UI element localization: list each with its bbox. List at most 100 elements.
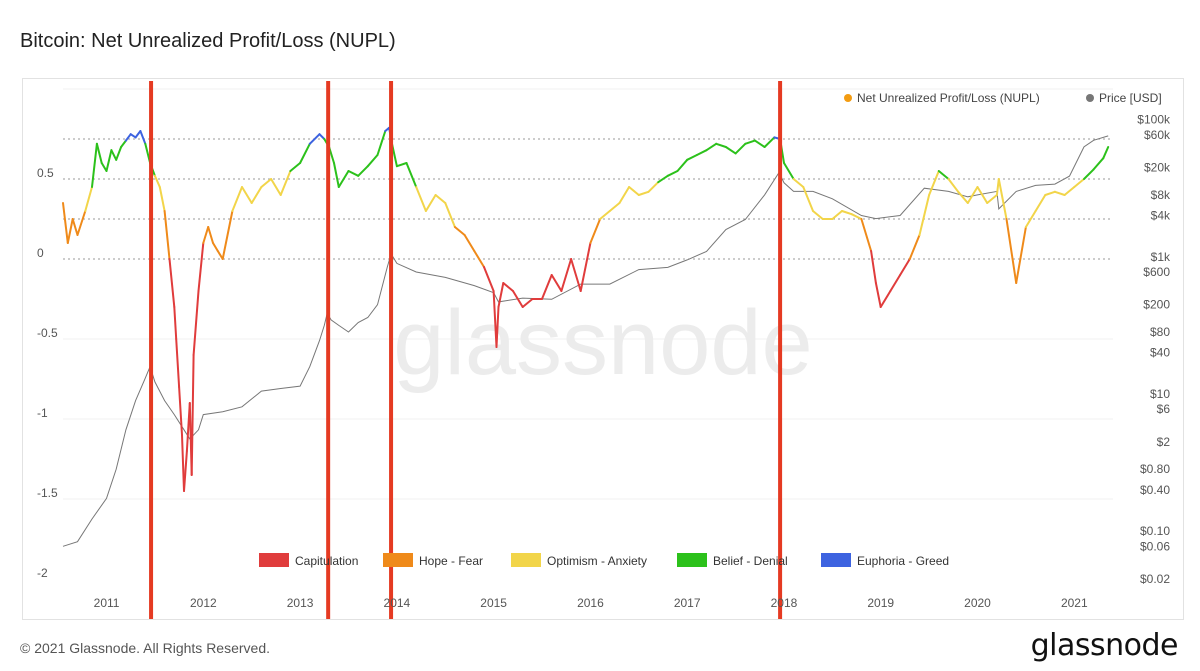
- vertical-markers: [149, 81, 783, 619]
- nupl-segment: [163, 210, 171, 260]
- nupl-segment: [168, 258, 176, 308]
- nupl-segment: [695, 149, 708, 156]
- zone-legend: Capitulation Hope - Fear Optimism - Anxiet…: [259, 553, 949, 568]
- x-tick-label: 2014: [384, 596, 411, 610]
- nupl-segment: [860, 218, 873, 252]
- x-tick-label: 2021: [1061, 596, 1088, 610]
- nupl-segment: [216, 250, 224, 260]
- nupl-segment: [279, 170, 292, 196]
- nupl-segment: [153, 174, 161, 188]
- nupl-segment: [874, 282, 882, 308]
- nupl-segment: [202, 226, 210, 244]
- nupl-segment: [802, 186, 814, 212]
- chart-panel: glassnode 2011 2012 2013 2014 2015 2016 2017 20…: [22, 78, 1184, 620]
- y-right-tick-label: $100k: [1137, 113, 1171, 127]
- y-right-tick-label: $20k: [1144, 161, 1171, 175]
- nupl-segment: [918, 194, 931, 236]
- nupl-segment: [841, 210, 853, 216]
- x-tick-label: 2015: [480, 596, 507, 610]
- nupl-segment: [512, 290, 524, 308]
- nupl-series: [62, 126, 1110, 492]
- nupl-segment: [134, 130, 142, 139]
- nupl-segment: [405, 162, 418, 188]
- y-right-tick-label: $2: [1157, 435, 1171, 449]
- nupl-segment: [66, 218, 74, 244]
- y-right-tick-label: $60k: [1144, 128, 1171, 142]
- nupl-segment: [357, 165, 369, 177]
- nupl-segment: [1024, 210, 1037, 228]
- nupl-segment: [986, 194, 998, 204]
- x-tick-label: 2011: [94, 596, 120, 610]
- watermark: glassnode: [393, 292, 812, 394]
- nupl-segment: [724, 146, 737, 155]
- y-left-tick-label: 0: [37, 246, 44, 260]
- nupl-segment: [333, 162, 340, 188]
- nupl-segment: [976, 186, 989, 204]
- nupl-segment: [997, 178, 1008, 220]
- nupl-segment: [753, 139, 766, 148]
- nupl-segment: [966, 186, 979, 204]
- nupl-segment: [812, 210, 824, 220]
- nupl-segment: [579, 242, 592, 292]
- nupl-segment: [957, 190, 969, 204]
- nupl-segment: [183, 450, 188, 492]
- nupl-segment: [783, 162, 795, 180]
- nupl-segment: [158, 186, 166, 212]
- y-right-tick-label: $40: [1150, 346, 1170, 360]
- zone-legend-swatch: [259, 553, 289, 567]
- nupl-segment: [637, 190, 650, 196]
- nupl-segment: [1102, 146, 1110, 160]
- nupl-segment: [560, 258, 573, 292]
- nupl-segment: [937, 170, 950, 180]
- nupl-segment: [550, 274, 563, 292]
- nupl-segment: [299, 142, 311, 164]
- nupl-segment: [850, 213, 863, 220]
- nupl-segment: [1005, 218, 1018, 284]
- nupl-segment: [337, 170, 350, 188]
- zone-legend-swatch: [677, 553, 707, 567]
- x-tick-label: 2017: [674, 596, 701, 610]
- y-right-tick-label: $10: [1150, 387, 1170, 401]
- nupl-segment: [831, 210, 843, 220]
- y-right-tick-label: $200: [1143, 298, 1170, 312]
- nupl-segment: [181, 434, 185, 492]
- nupl-segment: [899, 258, 911, 276]
- page-title: Bitcoin: Net Unrealized Profit/Loss (NUP…: [20, 30, 396, 52]
- nupl-segment: [95, 142, 103, 164]
- nupl-segment: [657, 174, 669, 184]
- y-right-tick-label: $8k: [1151, 188, 1171, 202]
- nupl-segment: [589, 218, 602, 244]
- nupl-segment: [76, 210, 87, 236]
- nupl-segment: [71, 218, 79, 236]
- nupl-segment: [1053, 190, 1066, 196]
- nupl-segment: [647, 181, 660, 193]
- legend-dot: [844, 94, 852, 102]
- nupl-segment: [599, 210, 611, 220]
- nupl-segment: [705, 142, 718, 152]
- nupl-segment: [241, 186, 253, 204]
- legend-label: Net Unrealized Profit/Loss (NUPL): [857, 91, 1040, 105]
- nupl-segment: [483, 266, 495, 292]
- nupl-segment: [666, 170, 679, 177]
- nupl-segment: [792, 178, 805, 188]
- y-right-tick-label: $1k: [1151, 250, 1171, 264]
- y-right-tick-label: $4k: [1151, 209, 1171, 223]
- x-tick-label: 2020: [964, 596, 991, 610]
- nupl-segment: [570, 258, 582, 292]
- nupl-segment: [250, 186, 263, 204]
- y-left-tick-label: -2: [37, 566, 48, 580]
- nupl-segment: [1063, 186, 1076, 196]
- y-right-tick-label: $0.80: [1140, 462, 1170, 476]
- zone-legend-label: Euphoria - Greed: [857, 554, 949, 568]
- nupl-segment: [178, 386, 183, 436]
- nupl-segment: [870, 250, 877, 284]
- y-left-tick-label: 0.5: [37, 166, 54, 180]
- nupl-segment: [207, 226, 214, 244]
- nupl-segment: [115, 146, 123, 161]
- nupl-segment: [889, 274, 902, 292]
- nupl-segment: [608, 202, 621, 212]
- nupl-segment: [1044, 190, 1056, 196]
- nupl-segment: [444, 202, 456, 228]
- nupl-segment: [1015, 226, 1027, 284]
- nupl-segment: [424, 194, 437, 212]
